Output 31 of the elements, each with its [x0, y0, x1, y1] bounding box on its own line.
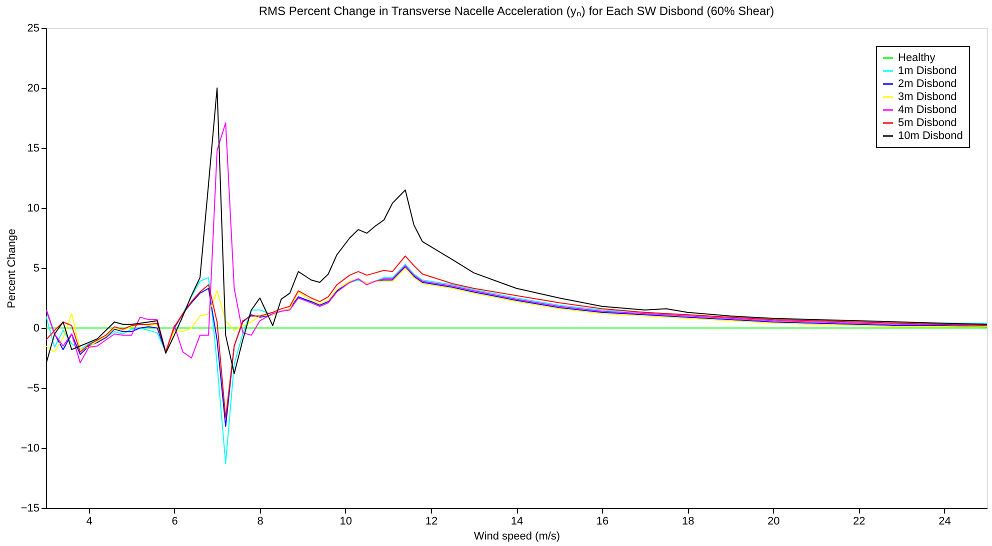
legend-label: 4m Disbond	[898, 104, 957, 116]
y-tick-label: 20	[27, 82, 40, 94]
y-tick-label: −5	[26, 382, 40, 394]
y-tick-label: 10	[27, 202, 40, 214]
x-tick-label: 20	[768, 516, 780, 528]
x-tick-label: 4	[86, 516, 92, 528]
y-tick-label: 0	[33, 322, 40, 334]
x-axis-title: Wind speed (m/s)	[474, 530, 560, 542]
legend-label: 1m Disbond	[898, 65, 957, 77]
legend-label: Healthy	[898, 52, 936, 64]
x-tick-label: 10	[340, 516, 352, 528]
x-tick-label: 18	[682, 516, 694, 528]
x-tick-label: 6	[172, 516, 178, 528]
y-tick-label: 15	[27, 142, 40, 154]
x-tick-label: 8	[257, 516, 264, 528]
legend-label: 5m Disbond	[898, 117, 957, 129]
x-tick-label: 14	[510, 516, 524, 528]
y-axis-title: Percent Change	[6, 228, 18, 308]
legend-label: 10m Disbond	[898, 130, 963, 142]
y-tick-label: 5	[33, 262, 40, 274]
x-tick-label: 22	[853, 516, 866, 528]
y-tick-label: −15	[20, 502, 40, 514]
legend-label: 2m Disbond	[898, 78, 957, 90]
y-tick-label: 25	[27, 22, 40, 34]
legend-label: 3m Disbond	[898, 91, 957, 103]
line-series	[46, 268, 987, 352]
x-tick-label: 16	[596, 516, 609, 528]
chart-title: RMS Percent Change in Transverse Nacelle Acceleration (yₙ) for Each SW Disbond (60% Shear)	[258, 4, 774, 18]
x-tick-label: 24	[938, 516, 951, 528]
y-tick-label: −10	[20, 442, 40, 454]
x-tick-label: 12	[425, 516, 438, 528]
